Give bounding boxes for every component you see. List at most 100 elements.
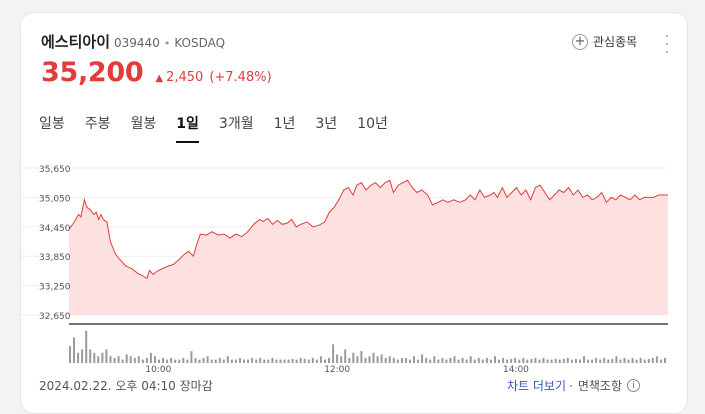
volume-bar — [202, 357, 205, 363]
volume-bar — [449, 357, 452, 363]
watchlist-label: 관심종목 — [593, 35, 638, 49]
volume-bar — [498, 359, 500, 363]
tab-10-years[interactable]: 10년 — [357, 116, 388, 132]
volume-bar — [534, 357, 537, 363]
volume-bar — [542, 357, 545, 363]
volume-bar — [348, 357, 351, 363]
volume-bar — [506, 359, 509, 363]
volume-bar — [77, 352, 80, 363]
price-change-percent: (+7.48%) — [209, 70, 272, 85]
price-row: 35,200 ▲ 2,450 (+7.48%) — [41, 57, 272, 88]
volume-bar — [384, 357, 387, 363]
volume-bar — [125, 354, 128, 363]
volume-bar — [279, 359, 282, 363]
volume-bar — [587, 359, 590, 363]
volume-bar — [514, 357, 517, 363]
tab-monthly[interactable]: 월봉 — [130, 116, 157, 132]
stock-code: 039440 — [114, 36, 160, 50]
volume-bar — [182, 357, 185, 363]
volume-bar — [239, 357, 241, 363]
volume-bar — [251, 357, 254, 363]
volume-bar — [299, 357, 302, 363]
volume-bar — [603, 357, 606, 363]
y-tick-label: 35,050 — [39, 194, 71, 204]
separator-dot: • — [163, 37, 171, 50]
tab-3-months[interactable]: 3개월 — [218, 116, 254, 132]
volume-bar — [101, 352, 104, 363]
volume-bar — [421, 354, 424, 363]
volume-bar — [344, 349, 347, 363]
volume-bar — [283, 359, 286, 363]
volume-bar — [287, 359, 290, 363]
volume-bar — [271, 357, 274, 363]
info-circle-icon[interactable]: i — [627, 379, 641, 392]
stock-card: 에스티아이 039440 • KOSDAQ 35,200 ▲ 2,450 (+7… — [20, 12, 688, 414]
volume-bar — [425, 357, 428, 363]
tab-3-years[interactable]: 3년 — [315, 116, 338, 132]
tab-daily[interactable]: 일봉 — [39, 116, 65, 132]
y-tick-label: 32,650 — [39, 312, 71, 322]
volume-bar — [522, 357, 525, 363]
volume-bar — [133, 357, 136, 363]
volume-bar — [368, 356, 371, 363]
volume-bar — [664, 357, 666, 363]
volume-bar — [413, 356, 415, 363]
volume-bar — [502, 357, 505, 363]
volume-bar — [178, 359, 181, 363]
volume-bar — [275, 359, 278, 363]
volume-bar — [105, 349, 108, 363]
volume-bar — [643, 359, 646, 363]
volume-bar — [113, 357, 116, 363]
volume-bar — [328, 357, 330, 363]
volume-bar — [218, 357, 221, 363]
volume-bar — [307, 359, 310, 363]
volume-bar — [324, 359, 326, 363]
volume-bar — [376, 356, 379, 363]
volume-bar — [485, 357, 488, 363]
volume-bar — [526, 359, 529, 363]
period-tabs: 일봉 주봉 월봉 1일 3개월 1년 3년 10년 — [39, 113, 388, 143]
market-name: KOSDAQ — [174, 36, 226, 50]
volume-bar — [117, 356, 120, 363]
price-line — [68, 179, 668, 280]
volume-bar — [263, 359, 266, 363]
price-area-fill — [69, 180, 668, 315]
chart-more-link[interactable]: 차트 더보기 — [507, 379, 567, 393]
volume-bar — [319, 356, 322, 363]
footer-links: 차트 더보기 · 면책조항 i — [507, 377, 641, 394]
tab-1-year[interactable]: 1년 — [273, 116, 296, 132]
volume-bar — [259, 357, 262, 363]
volume-bar — [158, 359, 160, 363]
up-arrow-icon: ▲ — [155, 73, 164, 84]
volume-bar — [332, 344, 335, 363]
volume-bar — [591, 359, 594, 363]
volume-bar — [364, 357, 367, 363]
price-change: 2,450 — [166, 70, 204, 85]
volume-bar — [562, 358, 565, 363]
intraday-price-chart[interactable]: 35,650 35,050 34,450 33,850 33,250 32,650 10:… — [21, 148, 687, 378]
add-to-watchlist-button[interactable]: + 관심종목 — [572, 33, 637, 50]
y-tick-label: 33,850 — [39, 253, 71, 263]
volume-bar — [234, 359, 237, 363]
tab-1-day[interactable]: 1일 — [176, 113, 199, 143]
volume-bar — [388, 356, 391, 363]
tab-weekly[interactable]: 주봉 — [84, 116, 111, 132]
stock-name[interactable]: 에스티아이 — [41, 33, 111, 51]
volume-bar — [400, 357, 403, 363]
volume-bar — [595, 357, 598, 363]
vertical-dots-icon[interactable]: · · · — [664, 29, 670, 61]
volume-bar — [154, 356, 156, 363]
volume-bar — [145, 357, 148, 363]
volume-bar — [166, 359, 169, 363]
volume-bar — [445, 359, 448, 363]
volume-bar — [409, 359, 411, 363]
volume-bar — [267, 359, 270, 363]
volume-bar — [247, 359, 250, 363]
volume-bar — [315, 359, 318, 363]
volume-bar — [89, 349, 92, 363]
volume-bar — [655, 356, 658, 363]
disclaimer-link[interactable]: 면책조항 — [577, 379, 623, 393]
volume-bar — [340, 356, 343, 363]
x-tick-label: 14:00 — [503, 365, 529, 375]
volume-bar — [627, 359, 630, 363]
